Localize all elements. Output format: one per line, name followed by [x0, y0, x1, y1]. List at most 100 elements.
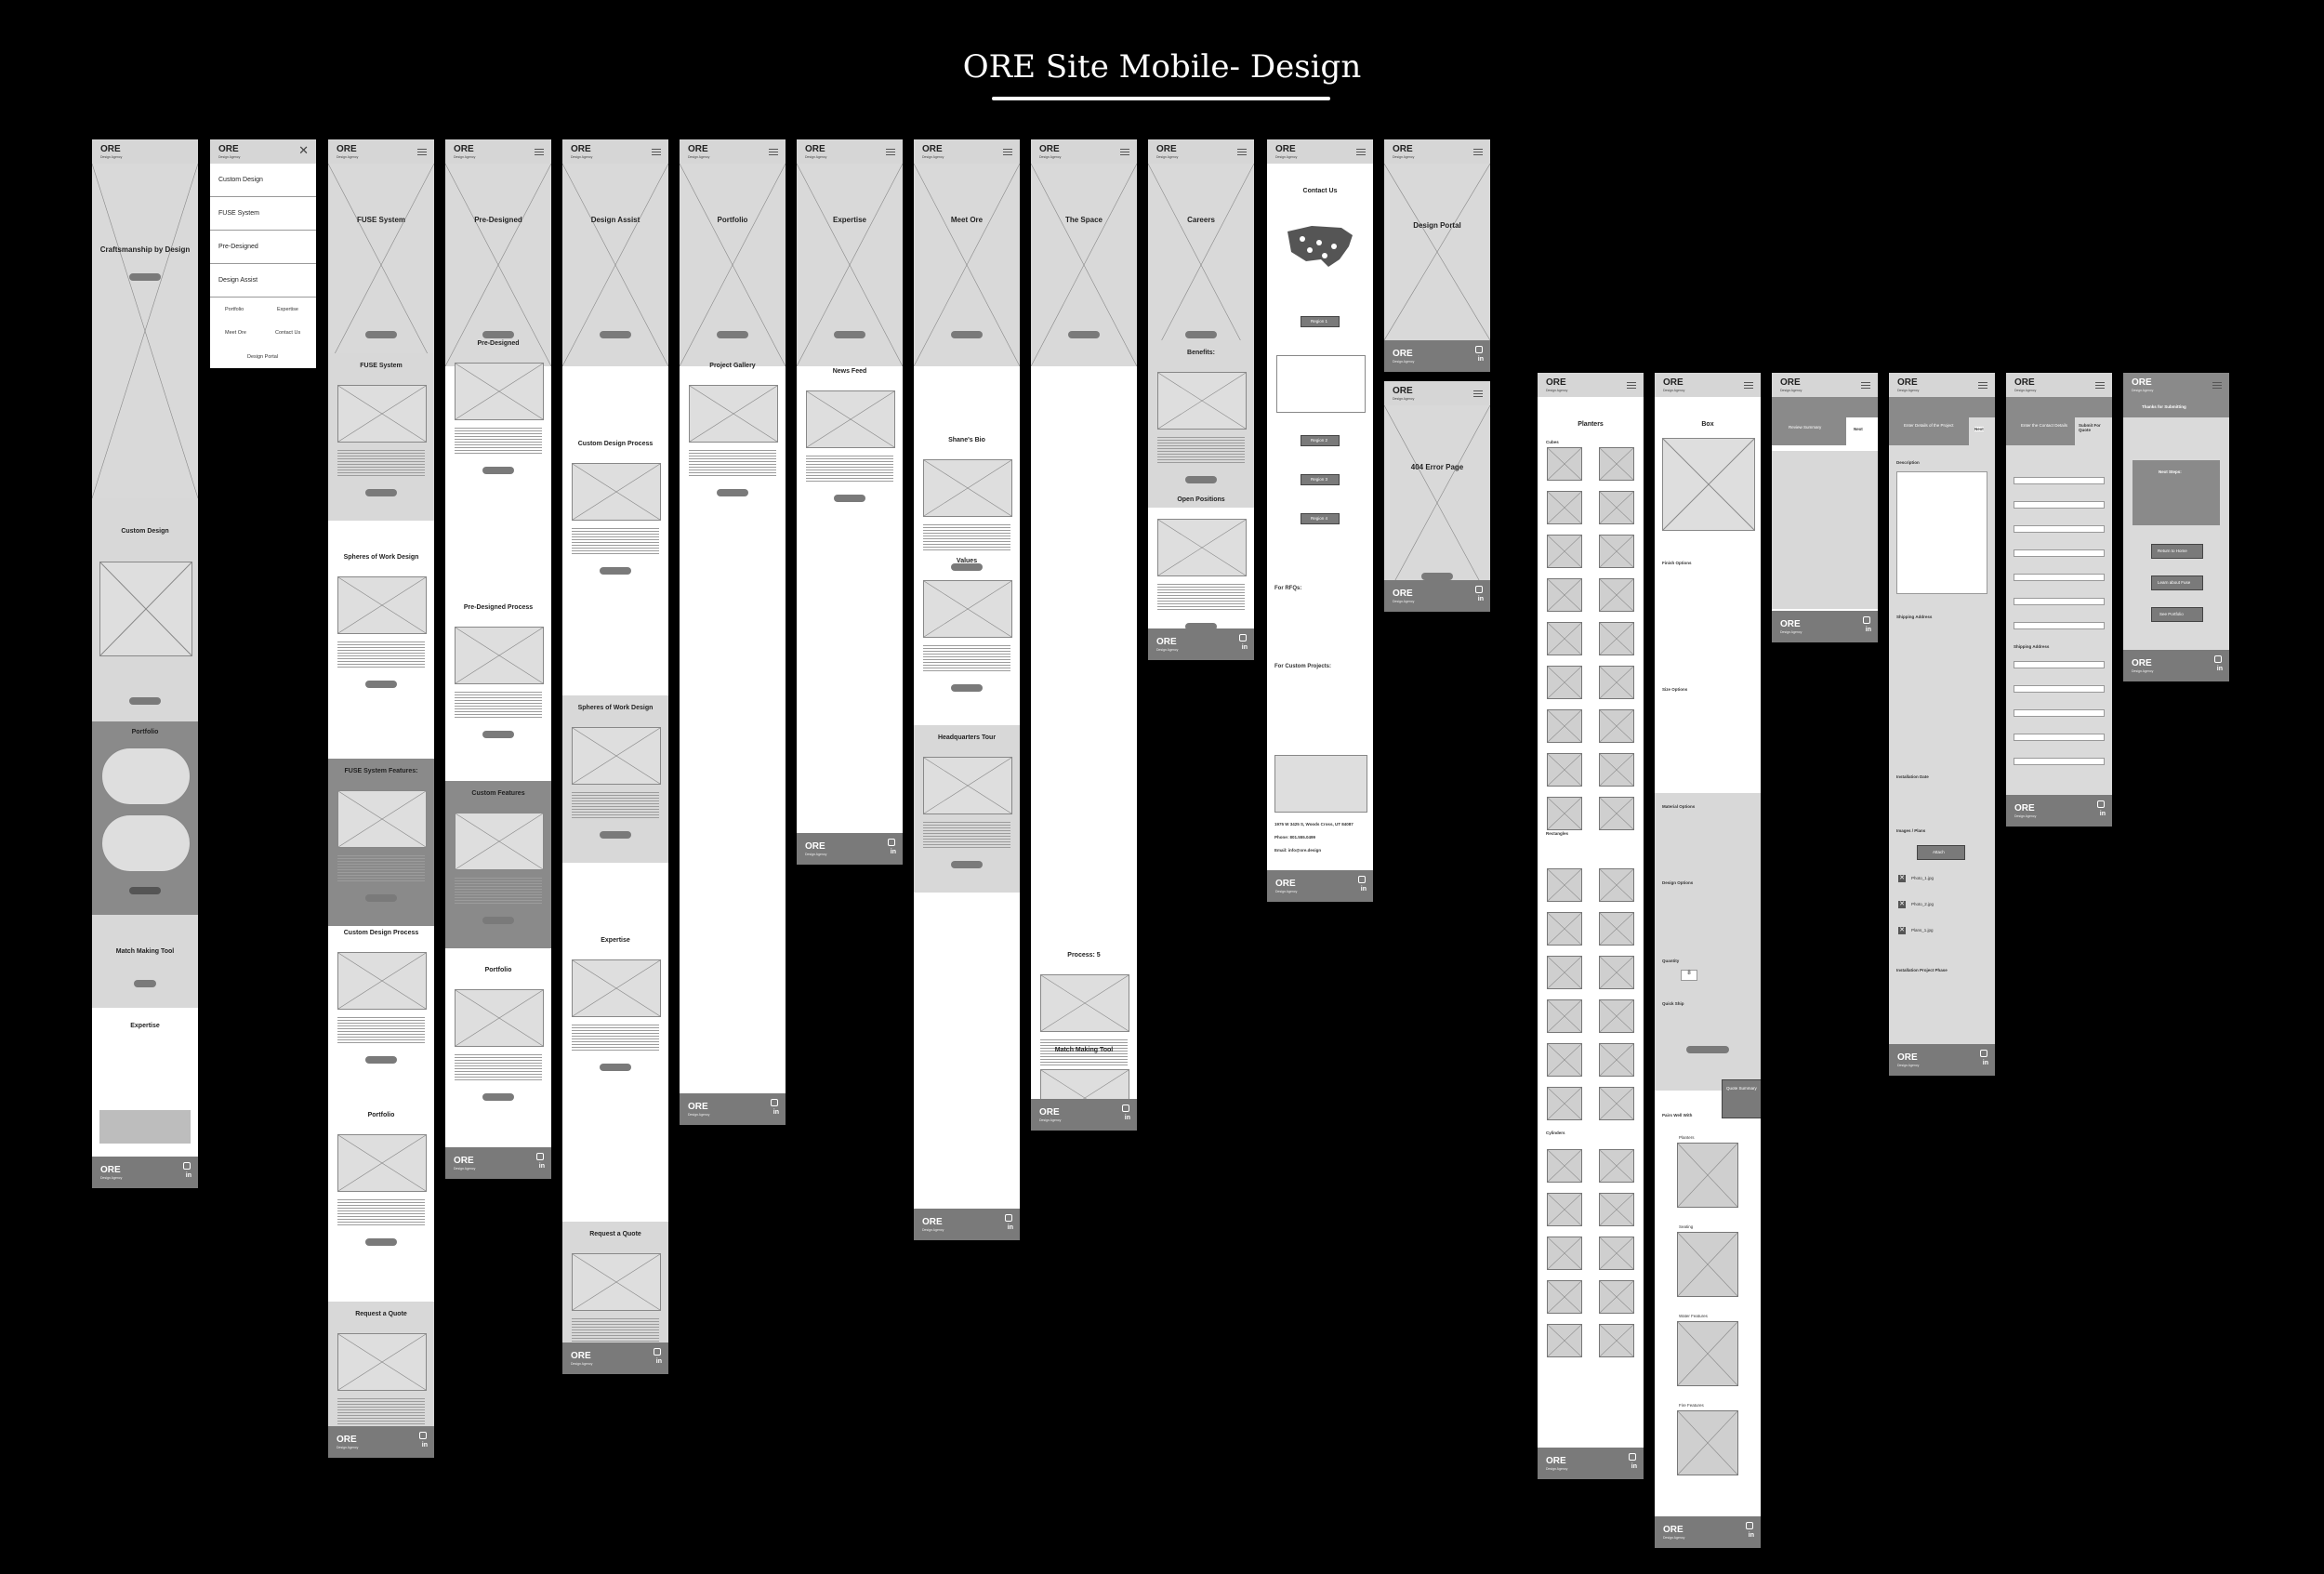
product-thumbnail[interactable]: [1547, 1324, 1582, 1357]
section-button[interactable]: [365, 1238, 397, 1246]
product-thumbnail[interactable]: [1547, 753, 1582, 787]
linkedin-icon[interactable]: in: [772, 1109, 779, 1116]
menu-icon[interactable]: [1473, 149, 1483, 155]
match-button[interactable]: [134, 980, 156, 987]
product-thumbnail[interactable]: [1599, 956, 1634, 989]
product-thumbnail[interactable]: [1599, 999, 1634, 1033]
product-thumbnail[interactable]: [1599, 491, 1634, 524]
linkedin-icon[interactable]: in: [185, 1172, 191, 1179]
quantity-stepper[interactable]: 8: [1681, 970, 1697, 981]
menu-icon[interactable]: [886, 149, 895, 155]
product-thumbnail[interactable]: [1547, 912, 1582, 946]
menu-item-fuse[interactable]: FUSE System: [210, 197, 316, 231]
close-icon[interactable]: ✕: [1898, 901, 1906, 908]
back-button[interactable]: Enter the Contact Details: [2006, 417, 2075, 445]
submit-button[interactable]: Submit For Quote: [2079, 423, 2101, 432]
logo[interactable]: ORE Design Agency: [454, 144, 476, 160]
product-thumbnail[interactable]: [1547, 1149, 1582, 1183]
form-field[interactable]: [2014, 501, 2105, 509]
section-button[interactable]: [834, 495, 865, 502]
product-thumbnail[interactable]: [1599, 578, 1634, 612]
attach-button[interactable]: Attach: [1917, 845, 1965, 860]
next-button[interactable]: Next: [1854, 427, 1863, 431]
logo[interactable]: ORE Design Agency: [1039, 144, 1062, 160]
instagram-icon[interactable]: [2214, 655, 2222, 663]
section-button[interactable]: [482, 467, 514, 474]
product-thumbnail[interactable]: [1599, 709, 1634, 743]
menu-icon[interactable]: [1978, 382, 1987, 389]
logo[interactable]: ORE Design Agency: [1156, 144, 1179, 160]
close-icon[interactable]: ✕: [1898, 927, 1906, 934]
section-button[interactable]: [951, 684, 983, 692]
linkedin-icon[interactable]: in: [1477, 596, 1484, 602]
section-button[interactable]: [951, 861, 983, 868]
instagram-icon[interactable]: [654, 1348, 661, 1356]
product-thumbnail[interactable]: [1599, 797, 1634, 830]
region-2-button[interactable]: Region 2: [1301, 435, 1340, 446]
instagram-icon[interactable]: [419, 1432, 427, 1439]
pair-thumbnail[interactable]: [1677, 1143, 1738, 1208]
product-thumbnail[interactable]: [1599, 447, 1634, 481]
instagram-icon[interactable]: [536, 1153, 544, 1160]
section-button[interactable]: [365, 1056, 397, 1064]
product-thumbnail[interactable]: [1547, 1280, 1582, 1314]
logo[interactable]: ORE Design Agency: [1897, 377, 1920, 393]
logo[interactable]: ORE Design Agency: [1275, 144, 1298, 160]
menu-link-portfolio[interactable]: Portfolio: [225, 307, 244, 312]
menu-icon[interactable]: [535, 149, 544, 155]
product-thumbnail[interactable]: [1547, 956, 1582, 989]
pair-thumbnail[interactable]: [1677, 1410, 1738, 1475]
product-thumbnail[interactable]: [1547, 622, 1582, 655]
product-thumbnail[interactable]: [1599, 666, 1634, 699]
instagram-icon[interactable]: [888, 839, 895, 846]
section-button[interactable]: [1185, 623, 1217, 630]
linkedin-icon[interactable]: in: [1007, 1224, 1013, 1231]
pair-thumbnail[interactable]: [1677, 1232, 1738, 1297]
learn-more-button[interactable]: [129, 887, 161, 894]
section-button[interactable]: [482, 1093, 514, 1101]
logo[interactable]: ORE Design Agency: [922, 144, 944, 160]
menu-icon[interactable]: [652, 149, 661, 155]
region-3-button[interactable]: Region 3: [1301, 474, 1340, 485]
linkedin-icon[interactable]: in: [1748, 1532, 1754, 1539]
form-field[interactable]: [2014, 758, 2105, 765]
product-thumbnail[interactable]: [1547, 1043, 1582, 1077]
instagram-icon[interactable]: [183, 1162, 191, 1170]
product-thumbnail[interactable]: [1547, 868, 1582, 902]
next-button[interactable]: Next: [1974, 427, 1984, 431]
section-button[interactable]: [600, 831, 631, 839]
section-button[interactable]: [951, 563, 983, 571]
region-4-button[interactable]: Region 4: [1301, 513, 1340, 524]
menu-link-expertise[interactable]: Expertise: [277, 307, 298, 312]
product-thumbnail[interactable]: [1599, 753, 1634, 787]
product-thumbnail[interactable]: [1547, 447, 1582, 481]
logo[interactable]: ORE Design Agency: [688, 144, 710, 160]
logo[interactable]: ORE Design Agency: [2132, 377, 2154, 393]
linkedin-icon[interactable]: in: [1241, 644, 1248, 651]
product-thumbnail[interactable]: [1547, 797, 1582, 830]
back-button[interactable]: Review Summary: [1772, 417, 1846, 445]
linkedin-icon[interactable]: in: [1865, 627, 1871, 633]
product-thumbnail[interactable]: [1547, 666, 1582, 699]
menu-icon[interactable]: [1473, 390, 1483, 397]
hero-button[interactable]: [482, 331, 514, 338]
linkedin-icon[interactable]: in: [655, 1358, 662, 1365]
product-thumbnail[interactable]: [1547, 709, 1582, 743]
menu-icon[interactable]: [2212, 382, 2222, 389]
menu-icon[interactable]: [1237, 149, 1247, 155]
us-map-icon[interactable]: [1284, 218, 1356, 274]
learn-more-button[interactable]: [129, 697, 161, 705]
section-button[interactable]: [482, 731, 514, 738]
product-thumbnail[interactable]: [1547, 535, 1582, 568]
product-thumbnail[interactable]: [1599, 1324, 1634, 1357]
section-button[interactable]: [600, 1064, 631, 1071]
form-field[interactable]: [2014, 525, 2105, 533]
product-thumbnail[interactable]: [1599, 868, 1634, 902]
return-home-button[interactable]: Return to Home: [2151, 544, 2203, 559]
instagram-icon[interactable]: [1475, 346, 1483, 353]
section-button[interactable]: [365, 681, 397, 688]
logo[interactable]: ORE Design Agency: [100, 144, 123, 160]
product-thumbnail[interactable]: [1547, 1237, 1582, 1270]
form-field[interactable]: [2014, 574, 2105, 581]
region-1-button[interactable]: Region 1: [1301, 316, 1340, 327]
